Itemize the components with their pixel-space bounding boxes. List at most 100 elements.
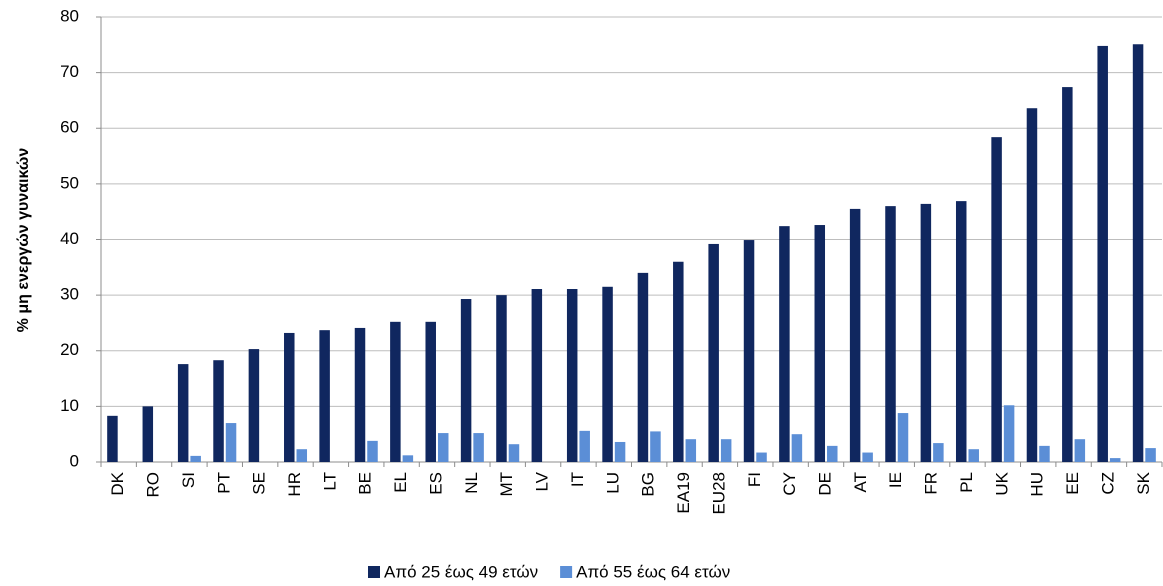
bar <box>319 330 330 462</box>
bar <box>637 272 649 462</box>
bar <box>814 225 826 462</box>
y-axis-title: % μη ενεργών γυναικών <box>15 148 32 333</box>
bar <box>566 289 578 462</box>
bar <box>225 423 237 462</box>
bar <box>708 243 719 462</box>
x-tick-label: FI <box>745 472 764 487</box>
bar <box>920 203 932 462</box>
bar <box>213 360 224 462</box>
bar <box>849 208 861 462</box>
bar <box>142 406 154 462</box>
x-tick-label: SK <box>1134 471 1153 494</box>
bar <box>1145 448 1156 462</box>
bar <box>1074 439 1086 462</box>
x-tick-label: ES <box>426 472 445 495</box>
bar <box>296 449 308 462</box>
x-tick-label: DE <box>816 472 835 496</box>
x-tick-label: MT <box>497 472 516 497</box>
x-tick-label: PL <box>957 472 976 493</box>
x-tick-label: EU28 <box>709 472 728 515</box>
bar <box>402 455 414 462</box>
bar <box>743 240 755 462</box>
y-tick-label: 10 <box>60 396 79 415</box>
bar <box>968 449 979 462</box>
bar <box>685 439 697 462</box>
bar <box>885 206 896 462</box>
x-tick-label: UK <box>992 471 1011 495</box>
x-tick-label: DK <box>108 471 127 495</box>
bar <box>1097 45 1108 463</box>
bar <box>390 321 401 462</box>
x-tick-label: HU <box>1028 472 1047 497</box>
x-tick-label: FR <box>922 472 941 495</box>
x-tick-label: EA19 <box>674 472 693 514</box>
bar <box>1003 405 1015 462</box>
x-tick-label: PT <box>214 472 233 494</box>
bar <box>1132 44 1144 462</box>
x-tick-label: CZ <box>1098 472 1117 495</box>
bar <box>897 413 909 462</box>
bar <box>862 452 873 462</box>
x-tick-label: EL <box>391 472 410 493</box>
bar <box>425 321 436 462</box>
bar <box>473 433 484 462</box>
bar <box>673 261 684 462</box>
bar <box>496 295 507 462</box>
x-tick-label: SI <box>179 472 198 488</box>
y-tick-label: 60 <box>60 118 79 137</box>
bar <box>1039 445 1050 462</box>
bar <box>955 201 967 462</box>
bar <box>791 434 803 462</box>
x-tick-label: BG <box>639 472 658 497</box>
bar <box>354 327 366 462</box>
bar <box>933 443 944 462</box>
bar <box>177 364 189 462</box>
bar <box>650 431 661 462</box>
bar <box>827 445 838 462</box>
bar <box>579 430 590 462</box>
bar <box>437 433 449 462</box>
x-tick-label: SE <box>250 472 269 495</box>
bar <box>460 299 472 462</box>
bar <box>1026 108 1038 462</box>
y-tick-label: 40 <box>60 229 79 248</box>
bar <box>107 415 118 462</box>
bar <box>720 439 732 462</box>
y-tick-label: 70 <box>60 62 79 81</box>
bar <box>779 226 790 462</box>
y-tick-label: 30 <box>60 285 79 304</box>
bar <box>1062 87 1073 463</box>
bar <box>367 440 378 462</box>
bar <box>614 441 626 462</box>
bar <box>1109 458 1121 462</box>
x-tick-label: IE <box>886 472 905 488</box>
bar <box>756 452 767 462</box>
y-tick-label: 50 <box>60 173 79 192</box>
x-tick-label: AT <box>851 472 870 492</box>
y-tick-label: 0 <box>70 451 79 470</box>
legend-label: Από 55 έως 64 ετών <box>576 562 730 581</box>
legend-label: Από 25 έως 49 ετών <box>384 562 538 581</box>
x-tick-label: CY <box>780 472 799 496</box>
x-tick-label: EE <box>1063 472 1082 495</box>
bar <box>602 286 613 462</box>
legend-swatch <box>368 566 380 578</box>
bar <box>531 289 543 462</box>
x-tick-label: NL <box>462 472 481 494</box>
bar <box>991 137 1002 462</box>
bar <box>248 349 260 462</box>
legend-swatch <box>560 566 573 578</box>
x-tick-label: LV <box>533 471 552 491</box>
x-tick-label: RO <box>144 472 163 498</box>
x-tick-label: BE <box>356 472 375 495</box>
bar <box>284 332 295 462</box>
x-tick-label: HR <box>285 472 304 497</box>
x-tick-label: IT <box>568 472 587 487</box>
bar <box>508 444 520 462</box>
y-tick-label: 20 <box>60 340 79 359</box>
bar <box>190 455 201 462</box>
x-tick-label: LT <box>320 472 339 491</box>
y-tick-label: 80 <box>60 6 79 25</box>
x-tick-label: LU <box>603 472 622 494</box>
